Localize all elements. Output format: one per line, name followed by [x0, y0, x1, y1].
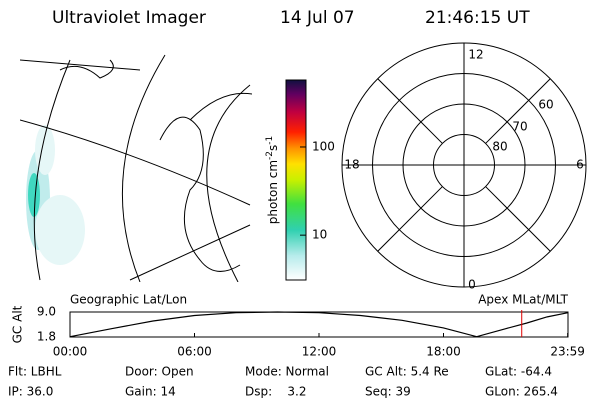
map	[20, 54, 252, 282]
date: 14 Jul 07	[280, 8, 355, 28]
aurora	[26, 125, 85, 265]
meridian	[377, 186, 443, 252]
right-label: Apex MLat/MLT	[478, 293, 568, 307]
info-field: GLat: -64.4	[485, 365, 552, 379]
mlt-label: 18	[344, 158, 359, 172]
info-field: Flt: LBHL	[8, 365, 62, 379]
lat-label: 70	[512, 120, 527, 134]
info-field: Door: Open	[125, 365, 194, 379]
x-tick-label: 12:00	[302, 345, 337, 359]
colorbar-tick-label: 10	[312, 228, 327, 242]
x-tick-label: 00:00	[53, 345, 88, 359]
altitude-line	[69, 311, 569, 338]
meridian	[377, 78, 443, 144]
info-field: Gain: 14	[125, 385, 176, 399]
x-tick-label: 18:00	[426, 345, 461, 359]
y-axis-label: GC Alt	[11, 305, 25, 343]
info-field: IP: 36.0	[8, 385, 53, 399]
x-tick-label: 06:00	[177, 345, 212, 359]
info-field: GC Alt: 5.4 Re	[365, 365, 449, 379]
time: 21:46:15 UT	[425, 8, 530, 28]
exp: -1	[265, 136, 275, 145]
lat-label: 60	[538, 98, 553, 112]
mlt-label: 0	[468, 278, 476, 292]
info-panel: Flt: LBHL Door: Open Mode: Normal GC Alt: 5…	[8, 365, 558, 399]
left-label: Geographic Lat/Lon	[70, 293, 187, 307]
lat-label: 80	[492, 140, 507, 154]
orbit-plot: Geographic Lat/Lon Apex MLat/MLT GC Alt 9.0…	[11, 293, 585, 359]
info-field: Mode: Normal	[245, 365, 329, 379]
unit: photon cm	[266, 160, 280, 224]
exp: -2	[265, 151, 275, 160]
mlt-label: 12	[468, 48, 483, 62]
colorbar-tick-label: 100	[312, 139, 335, 153]
y-tick-label: 9.0	[37, 305, 56, 319]
colorbar-label: photon cm-2s-1	[265, 136, 280, 225]
mlt-label: 6	[576, 158, 584, 172]
unit: s	[266, 145, 280, 151]
meridian	[485, 186, 551, 252]
meridian	[485, 78, 551, 144]
info-field: GLon: 265.4	[485, 385, 558, 399]
info-field: Seq: 39	[365, 385, 411, 399]
y-tick-label: 1.8	[37, 330, 56, 344]
x-tick-label: 23:59	[550, 345, 585, 359]
colorbar	[285, 79, 307, 281]
instrument: Ultraviolet Imager	[52, 8, 206, 28]
info-field: Dsp: 3.2	[245, 385, 307, 399]
